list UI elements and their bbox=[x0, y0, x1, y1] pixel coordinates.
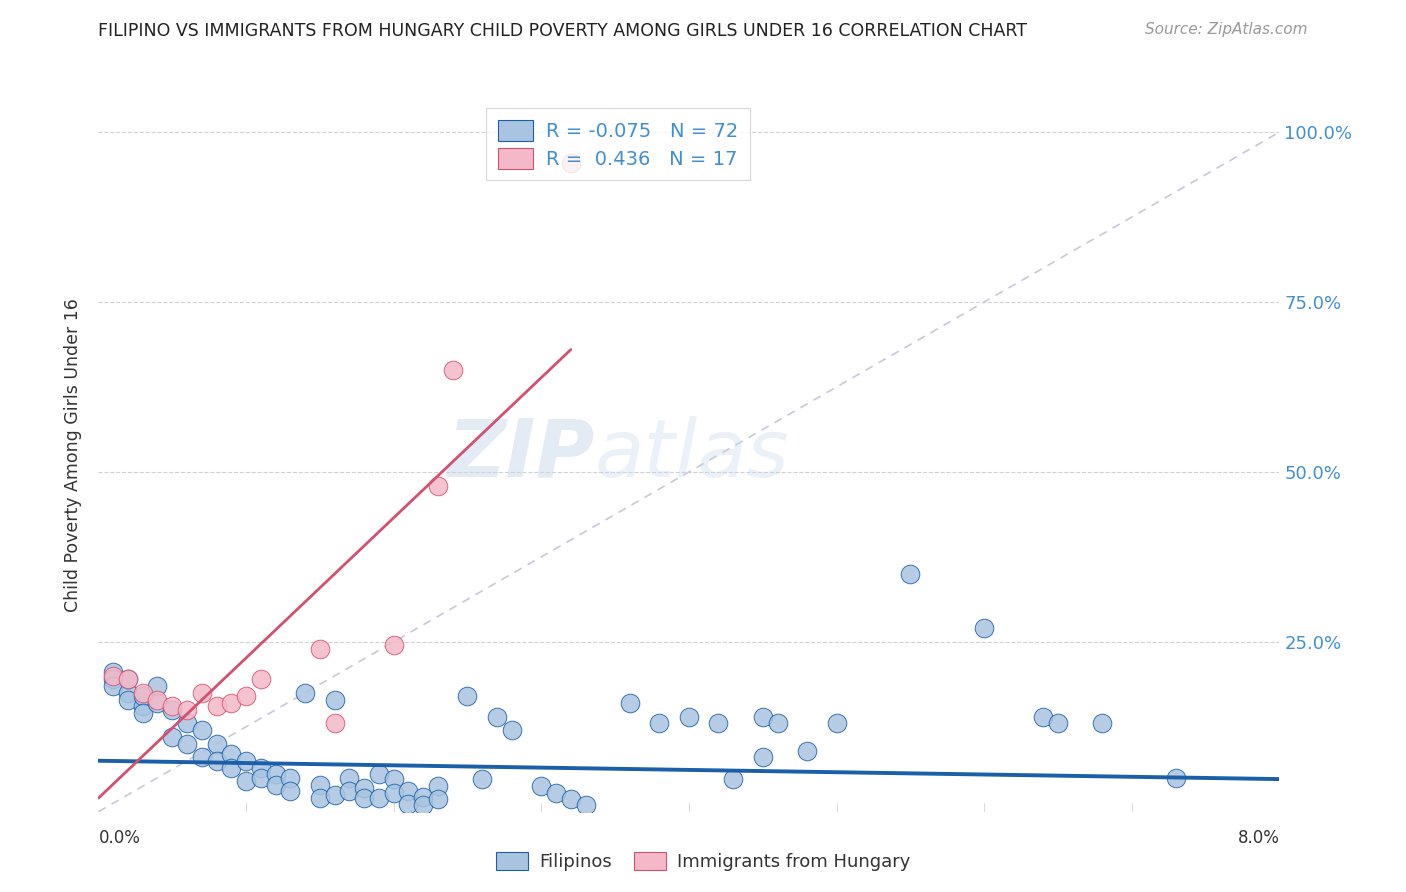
Point bbox=[382, 638, 405, 652]
Point bbox=[337, 771, 360, 785]
Point bbox=[117, 686, 139, 700]
Point bbox=[396, 797, 419, 811]
Point bbox=[485, 709, 508, 723]
Point bbox=[308, 778, 332, 792]
Point bbox=[721, 772, 744, 786]
Point bbox=[162, 703, 183, 717]
Point bbox=[308, 791, 332, 805]
Point bbox=[1091, 716, 1114, 731]
Point bbox=[1046, 716, 1069, 731]
Point bbox=[426, 478, 449, 492]
Text: 0.0%: 0.0% bbox=[98, 829, 141, 847]
Point bbox=[278, 784, 302, 798]
Point bbox=[900, 566, 922, 581]
Point bbox=[441, 363, 464, 377]
Point bbox=[396, 784, 419, 798]
Text: Source: ZipAtlas.com: Source: ZipAtlas.com bbox=[1144, 22, 1308, 37]
Point bbox=[648, 716, 671, 731]
Point bbox=[132, 706, 155, 721]
Point bbox=[353, 791, 375, 805]
Text: atlas: atlas bbox=[595, 416, 789, 494]
Point bbox=[191, 686, 214, 700]
Point bbox=[456, 689, 478, 703]
Point bbox=[530, 779, 553, 793]
Point bbox=[117, 692, 139, 706]
Point bbox=[337, 784, 360, 798]
Point bbox=[323, 788, 346, 802]
Legend: Filipinos, Immigrants from Hungary: Filipinos, Immigrants from Hungary bbox=[488, 845, 918, 879]
Point bbox=[412, 789, 434, 804]
Point bbox=[235, 689, 257, 703]
Point bbox=[751, 750, 773, 764]
Point bbox=[250, 760, 273, 774]
Point bbox=[219, 696, 242, 710]
Point bbox=[146, 692, 169, 706]
Point bbox=[751, 709, 773, 723]
Point bbox=[264, 767, 287, 781]
Point bbox=[176, 716, 198, 731]
Point bbox=[219, 760, 242, 774]
Point bbox=[117, 672, 139, 686]
Point bbox=[146, 679, 169, 693]
Point bbox=[367, 791, 389, 805]
Point bbox=[678, 709, 700, 723]
Point bbox=[146, 696, 169, 710]
Point bbox=[973, 621, 995, 635]
Point bbox=[426, 779, 449, 793]
Text: 8.0%: 8.0% bbox=[1237, 829, 1279, 847]
Point bbox=[132, 689, 155, 703]
Point bbox=[353, 780, 375, 795]
Point bbox=[205, 699, 228, 714]
Point bbox=[1164, 771, 1187, 785]
Point bbox=[382, 786, 405, 800]
Point bbox=[103, 679, 125, 693]
Point bbox=[103, 669, 125, 683]
Point bbox=[132, 686, 155, 700]
Point bbox=[560, 792, 582, 806]
Point bbox=[825, 716, 848, 731]
Point bbox=[308, 641, 332, 656]
Point bbox=[560, 155, 582, 169]
Point bbox=[219, 747, 242, 761]
Point bbox=[235, 754, 257, 768]
Point bbox=[264, 778, 287, 792]
Point bbox=[205, 754, 228, 768]
Text: FILIPINO VS IMMIGRANTS FROM HUNGARY CHILD POVERTY AMONG GIRLS UNDER 16 CORRELATI: FILIPINO VS IMMIGRANTS FROM HUNGARY CHIL… bbox=[98, 22, 1028, 40]
Point bbox=[176, 703, 198, 717]
Point bbox=[103, 665, 125, 680]
Point bbox=[191, 750, 214, 764]
Point bbox=[250, 771, 273, 785]
Point bbox=[574, 797, 596, 812]
Point bbox=[619, 696, 641, 710]
Point bbox=[707, 716, 730, 731]
Y-axis label: Child Poverty Among Girls Under 16: Child Poverty Among Girls Under 16 bbox=[65, 298, 83, 612]
Point bbox=[766, 716, 789, 731]
Point bbox=[1032, 709, 1054, 723]
Point bbox=[426, 792, 449, 806]
Point bbox=[162, 699, 183, 714]
Point bbox=[205, 737, 228, 751]
Point bbox=[546, 786, 568, 800]
Point bbox=[501, 723, 523, 738]
Point bbox=[294, 686, 316, 700]
Point bbox=[235, 774, 257, 789]
Point bbox=[162, 730, 183, 744]
Legend: R = -0.075   N = 72, R =  0.436   N = 17: R = -0.075 N = 72, R = 0.436 N = 17 bbox=[486, 108, 751, 180]
Point bbox=[471, 772, 494, 786]
Point bbox=[796, 743, 818, 757]
Point bbox=[103, 672, 125, 686]
Point bbox=[367, 767, 389, 781]
Text: ZIP: ZIP bbox=[447, 416, 595, 494]
Point bbox=[323, 716, 346, 731]
Point bbox=[191, 723, 214, 738]
Point bbox=[117, 672, 139, 686]
Point bbox=[412, 797, 434, 812]
Point bbox=[176, 737, 198, 751]
Point bbox=[132, 699, 155, 714]
Point bbox=[250, 672, 273, 686]
Point bbox=[382, 772, 405, 786]
Point bbox=[278, 771, 302, 785]
Point bbox=[323, 692, 346, 706]
